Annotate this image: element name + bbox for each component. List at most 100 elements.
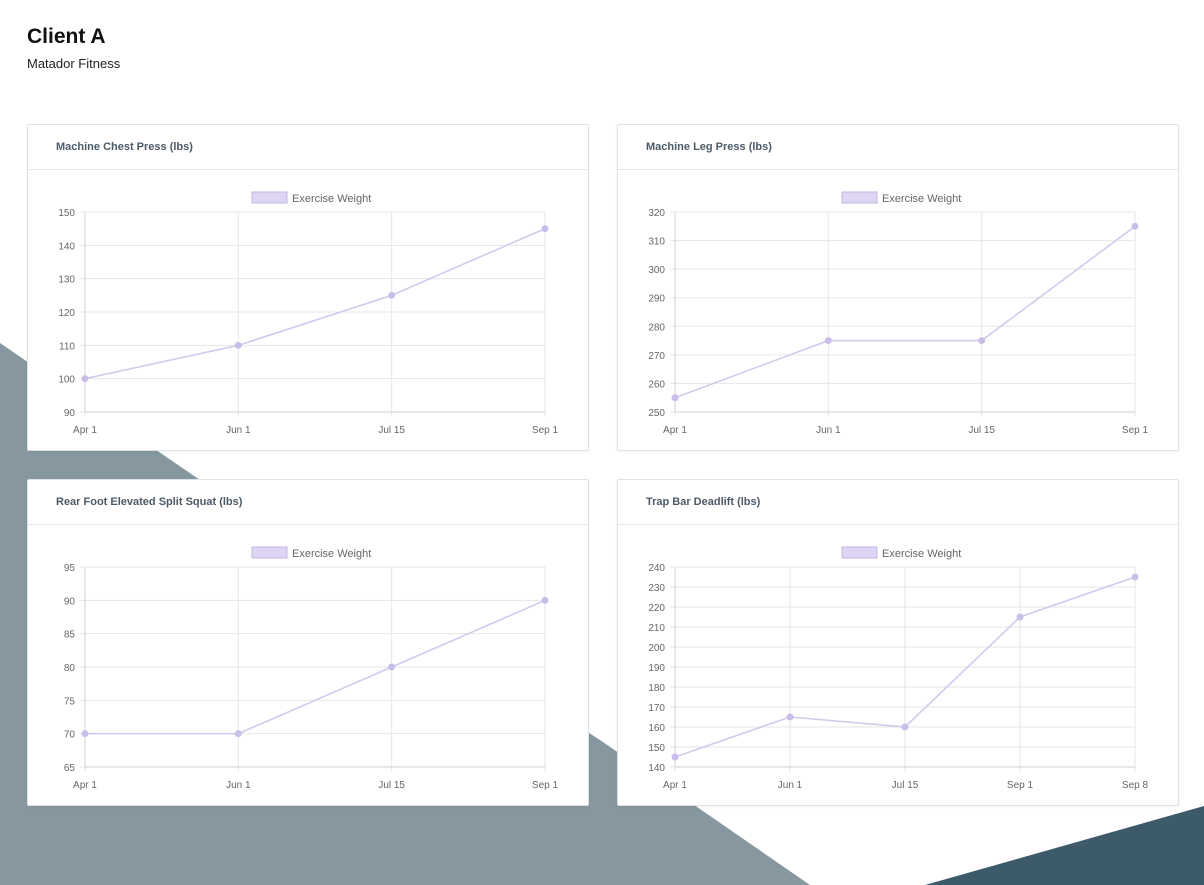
y-tick-label: 170	[648, 703, 665, 714]
series-line	[84, 227, 546, 380]
legend-swatch	[251, 191, 288, 204]
x-tick-label: Apr 1	[663, 780, 687, 791]
y-tick-label: 75	[64, 696, 76, 707]
y-tick-label: 210	[648, 623, 665, 634]
y-tick-label: 130	[58, 275, 75, 286]
y-tick-label: 270	[648, 351, 665, 362]
series-line	[674, 225, 1136, 399]
y-tick-label: 250	[648, 408, 665, 419]
line-chart: Exercise Weight 90 100 110 120 130 140 150 Apr 1…	[58, 191, 559, 436]
card-header: Rear Foot Elevated Split Squat (lbs)	[28, 480, 588, 525]
y-tick-label: 240	[648, 563, 665, 574]
y-tick-label: 120	[58, 308, 75, 319]
data-point	[1131, 573, 1139, 581]
y-tick-label: 300	[648, 265, 665, 276]
data-point	[388, 291, 396, 299]
chart-legend: Exercise Weight	[251, 191, 371, 205]
series-line	[85, 599, 546, 735]
x-tick-label: Jul 15	[892, 780, 919, 791]
y-tick-label: 290	[648, 294, 665, 305]
x-tick-label: Sep 8	[1122, 780, 1149, 791]
y-tick-label: 65	[64, 763, 76, 774]
card-header: Trap Bar Deadlift (lbs)	[618, 480, 1178, 525]
y-tick-label: 310	[648, 237, 665, 248]
legend-swatch	[841, 546, 878, 559]
line-chart: Exercise Weight 250 260 270 280 290 300 310 320 A…	[648, 191, 1149, 436]
y-tick-label: 95	[64, 563, 76, 574]
x-tick-label: Sep 1	[1122, 425, 1149, 436]
data-point	[671, 753, 679, 761]
y-tick-label: 90	[64, 408, 76, 419]
data-point	[786, 713, 794, 721]
legend-swatch	[841, 191, 878, 204]
y-tick-label: 85	[64, 630, 76, 641]
y-tick-label: 150	[58, 208, 75, 219]
y-tick-label: 150	[648, 743, 665, 754]
legend-label: Exercise Weight	[882, 548, 961, 560]
card-header: Machine Chest Press (lbs)	[28, 125, 588, 170]
card-header: Machine Leg Press (lbs)	[618, 125, 1178, 170]
line-chart: Exercise Weight 65 70 75 80 85 90 95 Apr 1 Jun 1 J…	[64, 546, 559, 791]
x-tick-label: Jul 15	[378, 425, 405, 436]
data-point	[824, 337, 832, 345]
data-point	[671, 394, 679, 402]
y-tick-label: 70	[64, 730, 76, 741]
data-point	[541, 596, 549, 604]
card-title: Machine Leg Press (lbs)	[646, 141, 772, 153]
legend-swatch	[251, 546, 288, 559]
x-tick-label: Apr 1	[73, 425, 97, 436]
data-point	[81, 730, 89, 738]
legend-label: Exercise Weight	[882, 193, 961, 205]
y-tick-label: 200	[648, 643, 665, 654]
x-tick-label: Jun 1	[778, 780, 803, 791]
chart-legend: Exercise Weight	[841, 191, 961, 205]
legend-label: Exercise Weight	[292, 193, 371, 205]
data-point	[1131, 222, 1139, 230]
x-tick-label: Apr 1	[663, 425, 687, 436]
y-tick-label: 280	[648, 322, 665, 333]
y-tick-label: 90	[64, 596, 76, 607]
x-tick-label: Jun 1	[226, 425, 251, 436]
y-tick-label: 220	[648, 603, 665, 614]
x-tick-label: Jun 1	[226, 780, 251, 791]
y-tick-label: 100	[58, 375, 75, 386]
data-point	[81, 375, 89, 383]
chart-card-split-squat: Rear Foot Elevated Split Squat (lbs) Exe…	[27, 479, 589, 806]
page-subtitle: Matador Fitness	[27, 56, 121, 71]
card-title: Machine Chest Press (lbs)	[56, 141, 193, 153]
y-tick-label: 80	[64, 663, 76, 674]
x-tick-label: Jun 1	[816, 425, 841, 436]
chart-legend: Exercise Weight	[251, 546, 371, 560]
data-point	[234, 730, 242, 738]
y-tick-label: 260	[648, 379, 665, 390]
y-tick-label: 180	[648, 683, 665, 694]
chart-card-chest-press: Machine Chest Press (lbs) Exercise Weigh…	[27, 124, 589, 451]
data-point	[541, 225, 549, 233]
card-title: Trap Bar Deadlift (lbs)	[646, 496, 761, 508]
x-tick-label: Jul 15	[968, 425, 995, 436]
chart-card-leg-press: Machine Leg Press (lbs) Exercise Weight 2…	[617, 124, 1179, 451]
x-tick-label: Jul 15	[378, 780, 405, 791]
page-title: Client A	[27, 25, 106, 48]
chart-legend: Exercise Weight	[841, 546, 961, 560]
y-tick-label: 140	[648, 763, 665, 774]
data-point	[234, 341, 242, 349]
data-point	[901, 723, 909, 731]
chart-card-trap-bar-deadlift: Trap Bar Deadlift (lbs) Exercise Weight 1…	[617, 479, 1179, 806]
x-tick-label: Apr 1	[73, 780, 97, 791]
card-title: Rear Foot Elevated Split Squat (lbs)	[56, 496, 243, 508]
y-tick-label: 110	[59, 341, 75, 352]
y-tick-label: 320	[648, 208, 665, 219]
y-tick-label: 190	[648, 663, 665, 674]
background-shape-dark	[925, 806, 1204, 885]
y-tick-label: 230	[648, 583, 665, 594]
data-point	[1016, 613, 1024, 621]
x-tick-label: Sep 1	[532, 425, 559, 436]
line-chart: Exercise Weight 140 150 160 170 180 190 200 210 2…	[648, 546, 1149, 791]
x-tick-label: Sep 1	[1007, 780, 1034, 791]
x-tick-label: Sep 1	[532, 780, 559, 791]
legend-label: Exercise Weight	[292, 548, 371, 560]
data-point	[388, 663, 396, 671]
page-header: Client A Matador Fitness	[27, 24, 120, 71]
data-point	[978, 337, 986, 345]
